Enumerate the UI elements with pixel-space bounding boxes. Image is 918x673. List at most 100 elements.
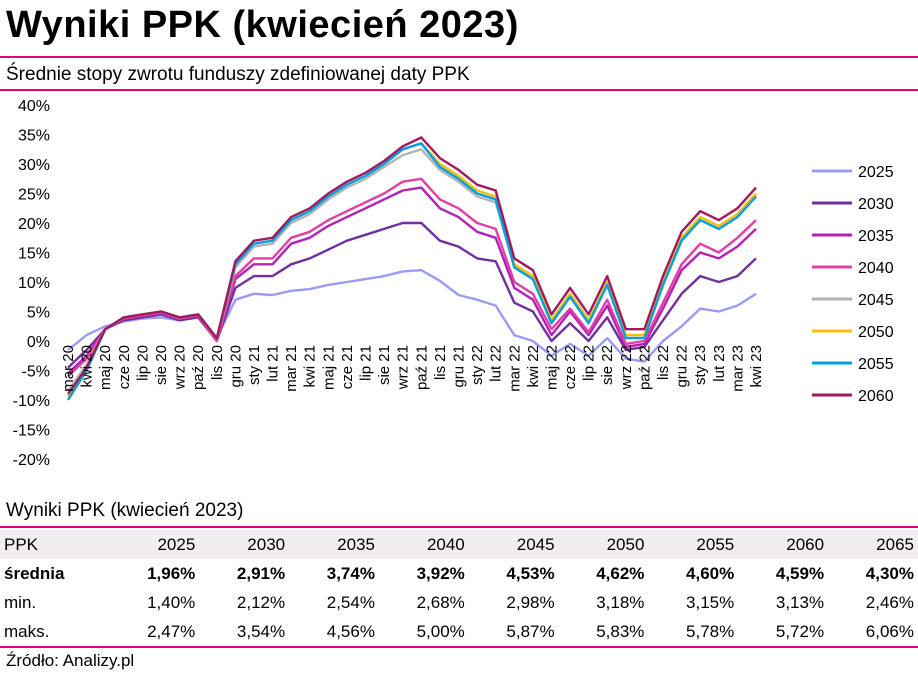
- legend-label: 2025: [858, 164, 894, 181]
- x-tick-label: gru 22: [674, 345, 691, 388]
- x-tick-label: sty 22: [469, 345, 486, 385]
- x-tick-label: wrz 21: [395, 345, 412, 390]
- table-header-cell: 2065: [828, 530, 918, 559]
- x-tick-label: mar 20: [60, 345, 77, 392]
- y-tick-label: 10%: [18, 275, 50, 292]
- chart-legend: 2025 2030 2035 2040 2045 2050 2055 2060: [812, 164, 894, 405]
- x-axis-ticks: mar 20 kwi 20 maj 20 cze 20 lip 20 sie 20 wrz …: [60, 345, 765, 392]
- x-tick-label: cze 21: [339, 345, 356, 389]
- x-tick-label: lip 22: [581, 345, 598, 381]
- x-tick-label: mar 21: [283, 345, 300, 392]
- legend-label: 2050: [858, 324, 894, 341]
- legend-label: 2060: [858, 388, 894, 405]
- legend-label: 2035: [858, 228, 894, 245]
- x-tick-label: sie 22: [599, 345, 616, 385]
- table-cell: 5,78%: [686, 621, 735, 641]
- table-cell: 4,53%: [506, 563, 555, 583]
- y-tick-label: 5%: [27, 305, 50, 322]
- table-bottom-divider: [0, 646, 918, 648]
- y-tick-label: -15%: [13, 423, 50, 440]
- table-cell: 4,60%: [686, 563, 735, 583]
- y-tick-label: -5%: [22, 364, 50, 381]
- table-cell: 5,87%: [506, 621, 555, 641]
- table-header-cell: PPK: [0, 530, 110, 559]
- x-tick-label: kwi 21: [302, 345, 319, 388]
- table-header-cell: 2025: [109, 530, 200, 559]
- y-tick-label: 15%: [18, 246, 50, 263]
- table-row-max: maks. 2,47% 3,54% 4,56% 5,00% 5,87% 5,83…: [0, 617, 918, 646]
- table-cell: 5,83%: [596, 621, 645, 641]
- x-tick-label: kwi 20: [79, 345, 96, 388]
- x-tick-label: kwi 22: [525, 345, 542, 388]
- line-chart: -20% -15% -10% -5% 0% 5% 10% 15% 20% 25% 30% 35% 40%…: [13, 98, 894, 469]
- x-tick-label: lis 21: [432, 345, 449, 380]
- row-label: maks.: [4, 621, 50, 641]
- table-header-cell: 2045: [468, 530, 559, 559]
- table-header-cell: 2050: [558, 530, 649, 559]
- table-cell: 2,47%: [147, 621, 196, 641]
- chart-subtitle: Średnie stopy zwrotu funduszy zdefiniowa…: [6, 64, 470, 85]
- y-tick-label: 30%: [18, 157, 50, 174]
- series-lines: [66, 136, 757, 401]
- table-cell: 1,40%: [147, 592, 196, 612]
- source-note: Źródło: Analizy.pl: [6, 651, 135, 670]
- table-top-divider: [0, 526, 918, 528]
- table-cell: 3,92%: [416, 563, 465, 583]
- x-tick-label: mar 22: [506, 345, 523, 392]
- x-tick-label: lip 21: [358, 345, 375, 381]
- table-cell: 2,98%: [506, 592, 555, 612]
- y-axis-ticks: -20% -15% -10% -5% 0% 5% 10% 15% 20% 25% 30% 35% 40%: [13, 98, 50, 469]
- x-tick-label: maj 21: [320, 345, 337, 390]
- x-tick-label: kwi 23: [748, 345, 765, 388]
- x-tick-label: lis 20: [209, 345, 226, 380]
- x-tick-label: sie 20: [153, 345, 170, 385]
- x-tick-label: wrz 22: [618, 345, 635, 390]
- legend-label: 2040: [858, 260, 894, 277]
- x-tick-label: maj 20: [97, 345, 114, 390]
- table-row-min: min. 1,40% 2,12% 2,54% 2,68% 2,98% 3,18%…: [0, 588, 918, 617]
- table-cell: 2,68%: [416, 592, 465, 612]
- table-cell: 3,74%: [326, 563, 375, 583]
- y-tick-label: 35%: [18, 128, 50, 145]
- table-cell: 2,46%: [865, 592, 914, 612]
- title-divider: [0, 56, 918, 58]
- table-cell: 3,13%: [775, 592, 825, 612]
- row-label: min.: [4, 592, 37, 612]
- table-cell: 2,54%: [326, 592, 375, 612]
- x-tick-label: lut 21: [265, 345, 282, 382]
- x-tick-label: lis 22: [655, 345, 672, 380]
- legend-label: 2030: [858, 196, 894, 213]
- table-header-cell: 2060: [738, 530, 829, 559]
- x-tick-label: paź 22: [636, 345, 653, 390]
- x-tick-label: sie 21: [376, 345, 393, 385]
- table-cell: 4,59%: [775, 563, 825, 583]
- x-tick-label: cze 20: [116, 345, 133, 389]
- x-tick-label: maj 22: [543, 345, 560, 390]
- x-tick-label: lip 20: [134, 345, 151, 381]
- table-cell: 4,56%: [326, 621, 375, 641]
- table-cell: 2,91%: [236, 563, 286, 583]
- x-tick-label: wrz 20: [172, 345, 189, 390]
- results-table: PPK 2025 2030 2035 2040 2045 2050 2055 2…: [0, 530, 918, 646]
- y-tick-label: -20%: [13, 452, 50, 469]
- table-cell: 6,06%: [865, 621, 914, 641]
- x-tick-label: lut 22: [488, 345, 505, 382]
- table-title: Wyniki PPK (kwiecień 2023): [6, 500, 244, 521]
- series-line-2060: [67, 136, 757, 395]
- table-header-cell: 2055: [648, 530, 739, 559]
- table-cell: 3,18%: [596, 592, 645, 612]
- table-cell: 5,72%: [775, 621, 825, 641]
- x-tick-label: paź 20: [190, 345, 207, 390]
- table-cell: 2,12%: [236, 592, 286, 612]
- x-tick-label: gru 20: [227, 345, 244, 388]
- y-tick-label: -10%: [13, 393, 50, 410]
- y-tick-label: 0%: [27, 334, 50, 351]
- x-tick-label: cze 22: [562, 345, 579, 389]
- legend-label: 2055: [858, 356, 894, 373]
- table-header-cell: 2040: [378, 530, 469, 559]
- page-title: Wyniki PPK (kwiecień 2023): [6, 4, 519, 46]
- table-cell: 4,62%: [596, 563, 645, 583]
- y-tick-label: 25%: [18, 187, 50, 204]
- x-tick-label: sty 23: [692, 345, 709, 385]
- table-cell: 5,00%: [416, 621, 465, 641]
